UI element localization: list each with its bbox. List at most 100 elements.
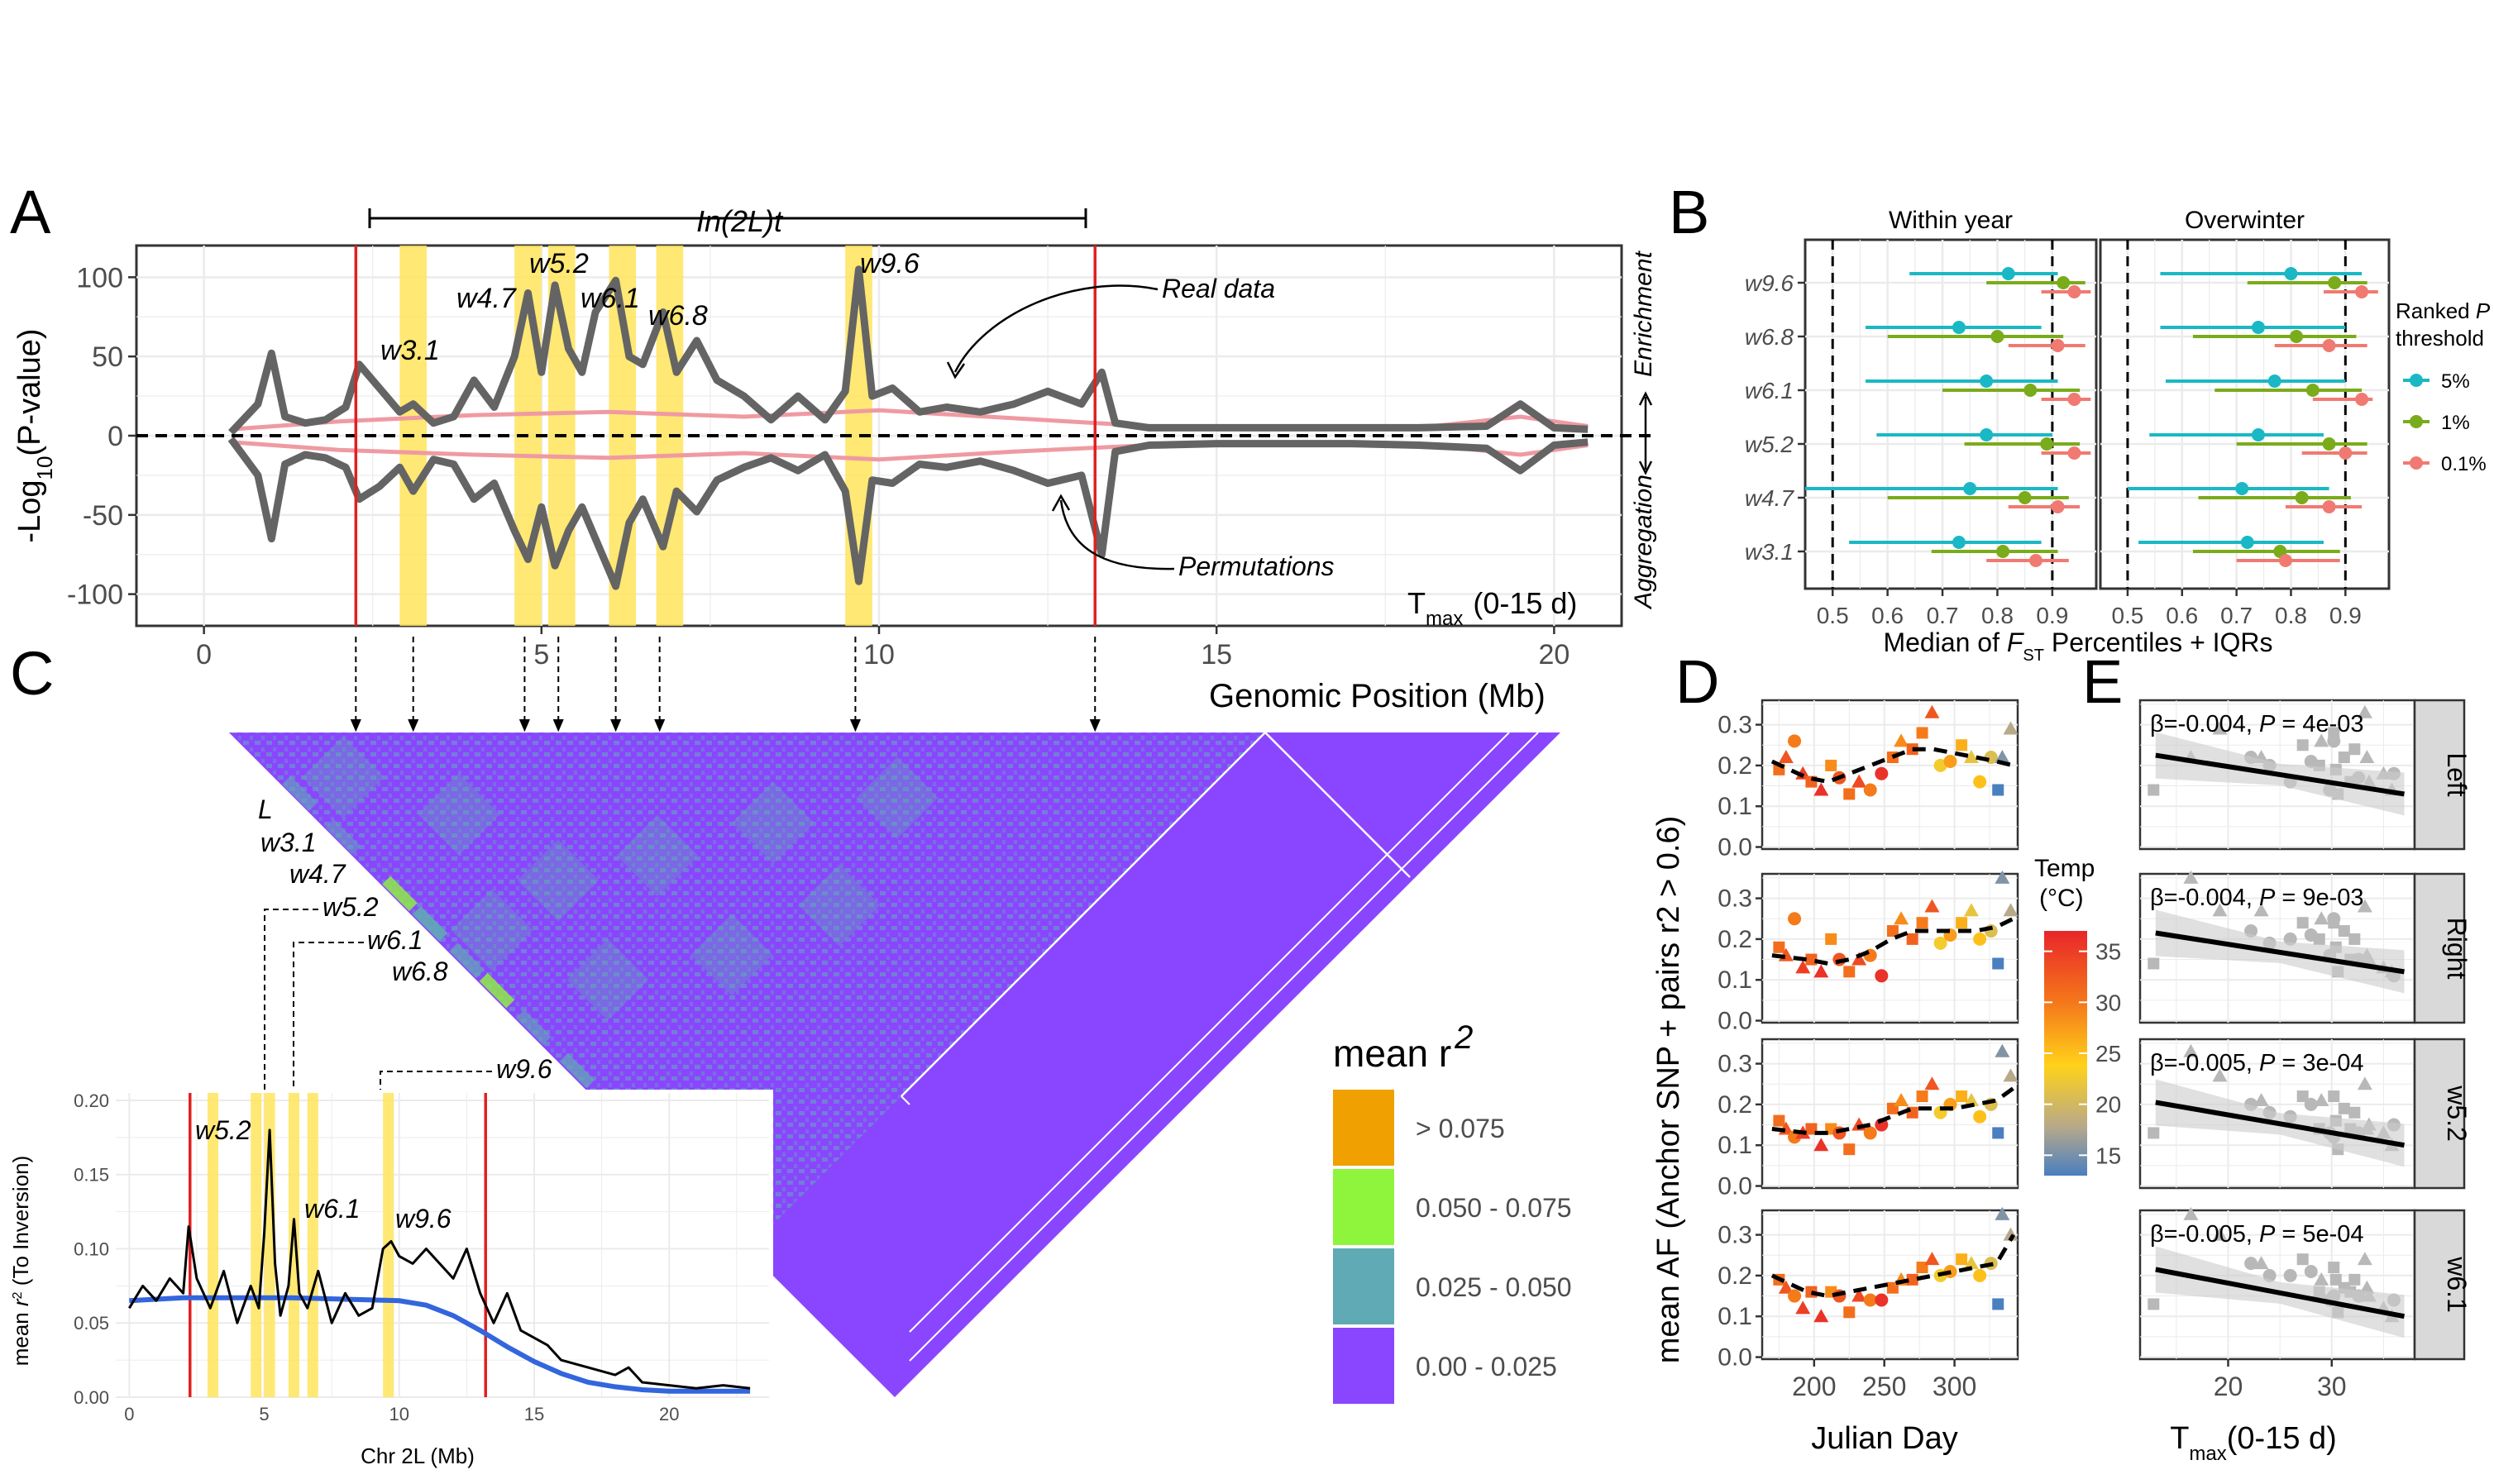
median-point [1980, 428, 1994, 441]
ld-hotspot [282, 775, 318, 812]
data-point [1963, 750, 1979, 764]
aggregation-label: Aggregation [1630, 475, 1657, 610]
median-point [2067, 285, 2081, 298]
fit-line [2155, 752, 2405, 797]
data-point [2348, 1273, 2361, 1286]
window-band [307, 1093, 318, 1397]
median-point [2355, 393, 2369, 406]
data-point [1851, 774, 1867, 788]
y-tick-label: w9.6 [1745, 270, 1794, 296]
data-point [2338, 925, 2350, 938]
x-label-main: Median of [1883, 627, 2006, 657]
y-tick-label: 0.0 [1718, 1008, 1752, 1035]
temp-legend-title-1: Temp [2034, 855, 2095, 882]
data-point [1843, 1143, 1856, 1156]
data-point [1795, 1300, 1811, 1315]
data-point [2183, 1206, 2199, 1220]
data-point [1813, 964, 1829, 978]
y-tick-label: 0.3 [1718, 885, 1752, 913]
panel-letter-a: A [10, 178, 51, 246]
median-point [2251, 321, 2265, 334]
y-tick-label: w3.1 [1745, 539, 1794, 565]
panel-a-x-label: Genomic Position (Mb) [1209, 678, 1546, 714]
data-point [1773, 941, 1785, 953]
data-point [1916, 917, 1928, 929]
inset-x-tick: 0 [124, 1404, 134, 1424]
data-point [1992, 957, 2004, 970]
inset-label-w9-6: w9.6 [395, 1204, 452, 1233]
data-point [2357, 704, 2372, 718]
triangle-label-w4-7: w4.7 [289, 859, 346, 889]
inset-y-tick: 0.15 [74, 1165, 109, 1186]
p-label: P [2259, 711, 2276, 737]
median-point [1980, 375, 1994, 388]
temp-legend-title-2: (°C) [2039, 885, 2084, 912]
y-tick-label: 0.1 [1718, 966, 1752, 994]
tmax-tail: (0-15 d) [1473, 586, 1577, 620]
data-point [2304, 928, 2318, 942]
legend-items: 5% 1% 0.1% [2403, 370, 2487, 475]
facet-strip-label: w5.2 [2442, 1085, 2472, 1142]
median-point [2235, 482, 2249, 495]
median-point [2295, 491, 2309, 504]
colorbar-label: 25 [2095, 1041, 2121, 1066]
x-tick-label: 200 [1792, 1372, 1836, 1401]
data-point [1995, 870, 2010, 884]
data-point [1973, 932, 1987, 946]
real-data-arrow [953, 284, 1159, 373]
data-point [1778, 750, 1794, 764]
data-point [2328, 1090, 2340, 1103]
median-point [2328, 276, 2342, 289]
e-x-sub: max [2189, 1443, 2226, 1465]
beta-text: β=-0.004, [2150, 711, 2259, 737]
data-point [1875, 766, 1889, 780]
e-x-main: T [2170, 1421, 2189, 1456]
p-value: = 5e-04 [2275, 1221, 2363, 1248]
data-point [2296, 1090, 2309, 1103]
permutations-arrowhead [1051, 494, 1071, 512]
y-tick-label: 0.3 [1718, 1051, 1752, 1078]
median-point [2067, 446, 2081, 460]
data-point [1963, 903, 1979, 917]
data-point [1788, 912, 1802, 926]
data-point [1788, 1289, 1802, 1303]
window-band [207, 1093, 219, 1397]
data-point [1943, 754, 1957, 768]
e-x-tail: (0-15 d) [2227, 1421, 2337, 1456]
colorbar-label: 35 [2095, 939, 2121, 965]
y-label-sub: 10 [32, 456, 57, 480]
panel-d-facets: 0.3 0.2 0.1 0.0 0.3 0.2 0.1 0.0 0.3 0.2 0.1 0.0 0.3 0… [1718, 699, 2019, 1401]
y-tick-label: 100 [76, 262, 123, 293]
window-label: w9.6 [860, 248, 920, 279]
y-label-main: -Log [12, 480, 47, 543]
median-point [2322, 500, 2336, 513]
data-point [1973, 1109, 1987, 1124]
panel-e: β=-0.004, P = 4e-03 Left β=-0.004, P = 9e-… [2138, 699, 2472, 1465]
x-tick-label: 30 [2317, 1372, 2347, 1401]
panel-a-x-ticks: 0 5 10 15 20 [196, 626, 1570, 670]
data-point [1992, 1127, 2004, 1139]
data-point [1933, 936, 1947, 950]
data-point [2253, 1092, 2269, 1106]
ld-legend-label: 0.050 - 0.075 [1416, 1193, 1572, 1223]
facet-strip-label: Left [2442, 752, 2472, 796]
panel-b-x-label: Median of FST Percentiles + IQRs [1883, 627, 2272, 665]
median-point [1990, 330, 2004, 343]
data-point [2304, 1264, 2318, 1278]
real-data-arrowhead [946, 361, 966, 379]
inset-x-tick: 10 [389, 1404, 409, 1424]
tmax-main: T [1407, 586, 1426, 620]
x-label-tail: Percentiles + IQRs [2044, 627, 2273, 657]
data-point [1805, 953, 1818, 966]
legend-title-line1: Ranked P [2396, 298, 2491, 323]
regression-annotation: β=-0.005, P = 3e-04 [2150, 1050, 2364, 1076]
ld-hotspot [516, 1009, 552, 1045]
data-point [2148, 784, 2160, 796]
inversion-label: In(2L)t [696, 204, 784, 238]
y-tick-label: 0.1 [1718, 793, 1752, 820]
data-point [2296, 917, 2309, 929]
x-tick-label: 0 [196, 639, 212, 670]
panel-e-x-label: Tmax(0-15 d) [2170, 1421, 2337, 1465]
data-point [2296, 739, 2309, 752]
data-point [1863, 783, 1877, 797]
